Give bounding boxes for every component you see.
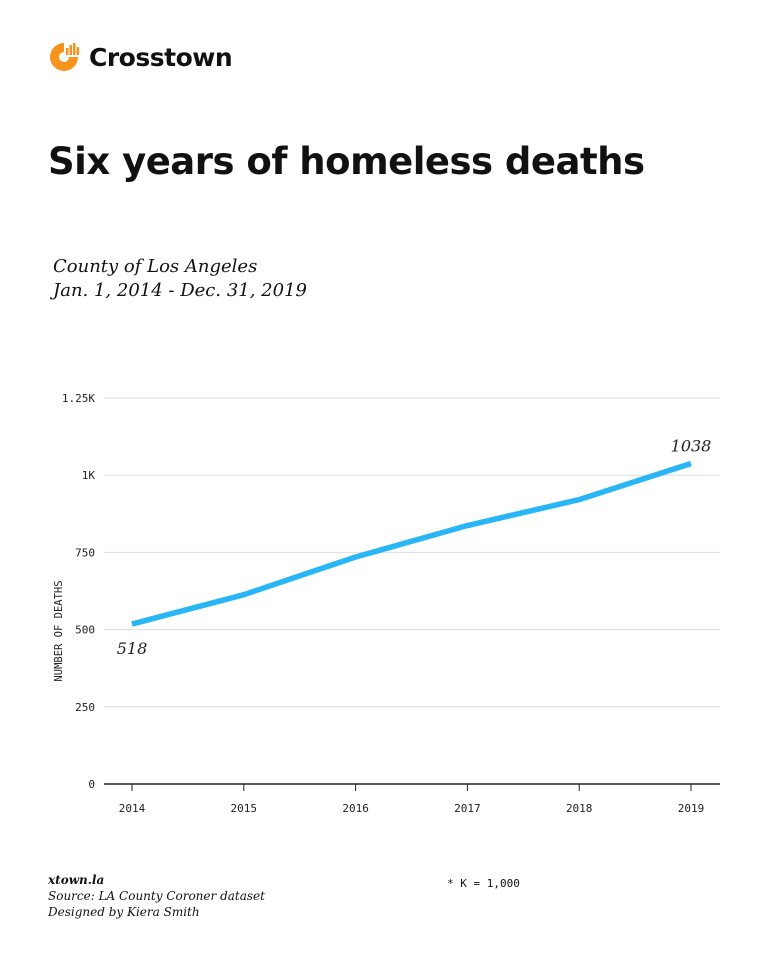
y-tick-label: 250 bbox=[75, 701, 95, 714]
x-tick-label: 2019 bbox=[678, 802, 705, 815]
footer-credit: Designed by Kiera Smith bbox=[48, 905, 200, 919]
y-tick-label: 0 bbox=[88, 778, 95, 791]
y-tick-label: 1.25K bbox=[62, 392, 95, 405]
data-label: 518 bbox=[117, 639, 148, 658]
x-tick-label: 2017 bbox=[454, 802, 481, 815]
x-tick-label: 2014 bbox=[119, 802, 146, 815]
footnote: * K = 1,000 bbox=[447, 877, 520, 890]
y-tick-label: 750 bbox=[75, 546, 95, 559]
x-tick-label: 2018 bbox=[566, 802, 593, 815]
subtitle-location: County of Los Angeles bbox=[53, 256, 258, 277]
y-tick-label: 1K bbox=[82, 469, 96, 482]
page-title: Six years of homeless deaths bbox=[48, 140, 645, 183]
crosstown-logo[interactable]: Crosstown bbox=[47, 40, 233, 74]
x-tick-label: 2015 bbox=[231, 802, 258, 815]
footer-site: xtown.la bbox=[48, 873, 105, 887]
data-line bbox=[131, 460, 692, 627]
crosstown-logo-icon bbox=[50, 43, 79, 71]
footer-source: Source: LA County Coroner dataset bbox=[48, 889, 265, 903]
data-label: 1038 bbox=[671, 436, 712, 455]
brand-name: Crosstown bbox=[89, 42, 233, 72]
subtitle-dates: Jan. 1, 2014 - Dec. 31, 2019 bbox=[53, 280, 307, 301]
y-tick-label: 500 bbox=[75, 624, 95, 637]
x-tick-label: 2016 bbox=[342, 802, 369, 815]
y-axis-label: NUMBER OF DEATHS bbox=[53, 580, 65, 681]
line-chart: 0 250 500 750 1K 1.25K 2014 2015 2016 2017 2018 201… bbox=[53, 392, 720, 815]
